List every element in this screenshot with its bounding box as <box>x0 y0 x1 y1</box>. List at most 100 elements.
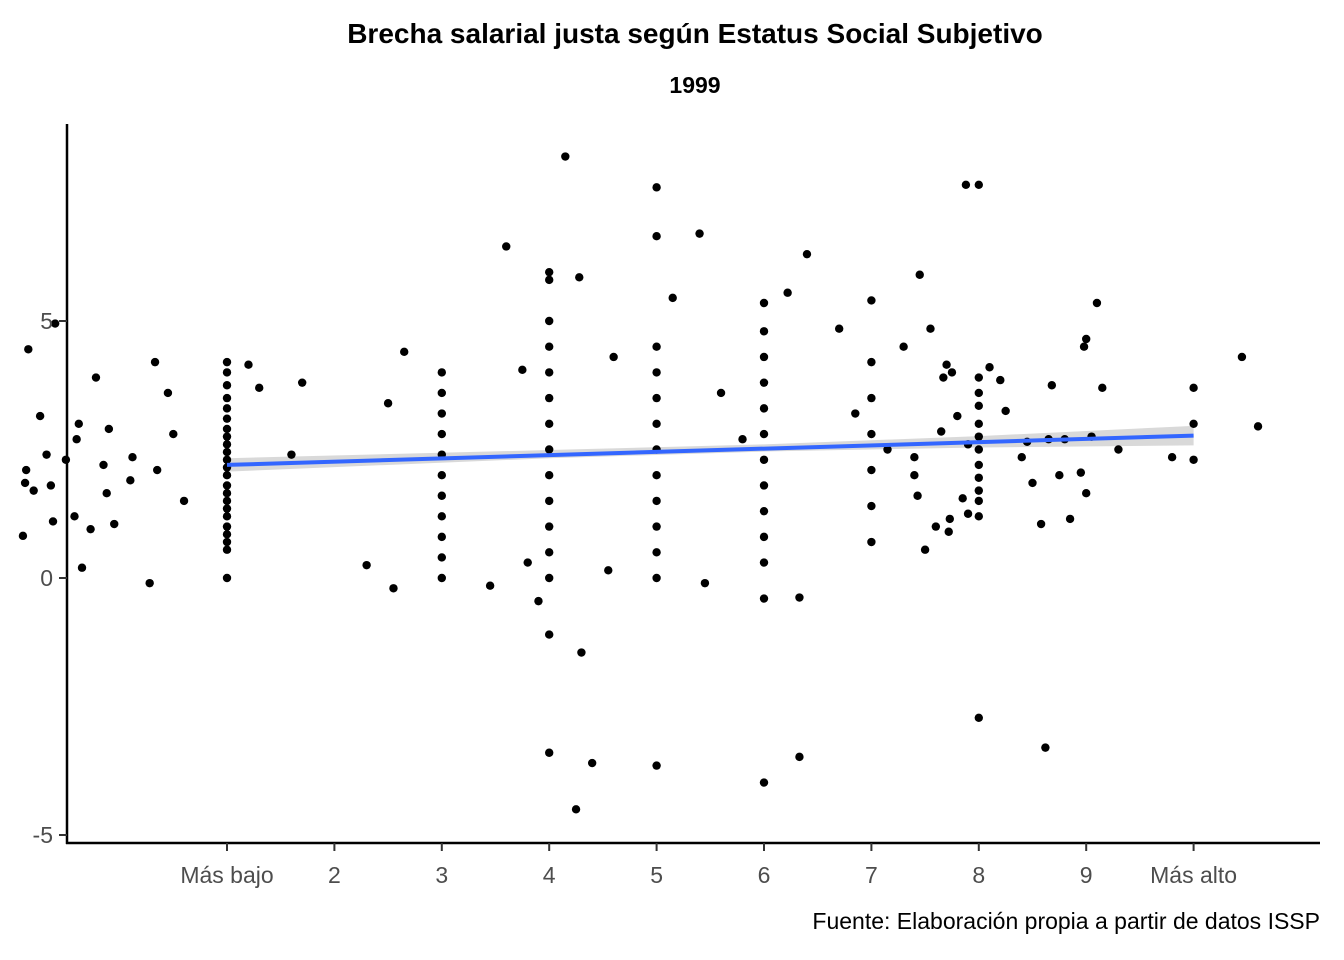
data-point <box>255 383 264 393</box>
data-point <box>963 509 973 518</box>
data-point <box>883 445 892 454</box>
data-point <box>222 496 232 506</box>
data-point <box>222 504 232 513</box>
data-point <box>759 455 769 464</box>
data-point <box>652 496 661 506</box>
data-point <box>609 352 618 362</box>
data-point <box>99 460 108 470</box>
data-point <box>920 545 930 554</box>
data-point <box>974 460 983 470</box>
data-point <box>759 594 769 603</box>
data-point <box>795 752 804 762</box>
data-point <box>222 393 232 403</box>
data-point <box>937 427 946 436</box>
data-point <box>74 419 83 428</box>
data-point <box>867 357 876 367</box>
data-point <box>152 465 162 475</box>
data-point <box>545 471 554 480</box>
data-point <box>35 411 45 421</box>
data-point <box>958 494 967 503</box>
data-point <box>46 481 56 490</box>
data-point <box>942 360 951 369</box>
data-point <box>910 453 919 462</box>
data-point <box>18 531 28 541</box>
data-point <box>961 180 971 189</box>
data-point <box>974 401 983 411</box>
data-point <box>652 419 661 428</box>
points-layer <box>18 152 1263 814</box>
data-point <box>1028 478 1037 488</box>
data-point <box>222 545 232 554</box>
data-point <box>437 388 446 398</box>
data-point <box>1076 468 1086 477</box>
data-point <box>485 581 495 590</box>
data-point <box>222 357 232 367</box>
data-point <box>867 537 876 547</box>
data-point <box>545 630 554 639</box>
data-point <box>1092 298 1102 308</box>
x-tick-label: 3 <box>435 862 448 888</box>
data-point <box>545 316 554 326</box>
x-tick-label: 6 <box>758 862 771 888</box>
data-point <box>1114 445 1123 454</box>
data-point <box>1041 743 1050 752</box>
trend-line <box>226 433 1194 467</box>
data-point <box>545 496 554 506</box>
data-point <box>222 573 232 583</box>
data-point <box>974 419 983 428</box>
data-point <box>1098 383 1107 393</box>
data-point <box>362 560 371 570</box>
trend-line-layer <box>226 433 1194 467</box>
data-point <box>1017 453 1026 462</box>
data-point <box>759 429 769 439</box>
data-point <box>222 455 232 464</box>
data-point <box>1082 334 1091 344</box>
data-point <box>545 393 554 403</box>
data-point <box>297 378 307 387</box>
data-point <box>534 596 543 606</box>
data-point <box>50 319 60 328</box>
data-point <box>545 368 554 377</box>
data-point <box>577 648 586 657</box>
data-point <box>561 152 570 161</box>
data-point <box>695 229 704 238</box>
data-point <box>86 524 95 534</box>
data-point <box>1237 352 1247 362</box>
data-point <box>145 578 154 588</box>
data-point <box>179 496 189 506</box>
data-point <box>222 404 232 413</box>
data-point <box>169 429 178 439</box>
data-point <box>867 501 876 511</box>
x-tick-label: 8 <box>972 862 985 888</box>
data-point <box>652 548 661 557</box>
data-point <box>738 435 747 444</box>
data-point <box>834 324 844 333</box>
data-point <box>974 180 983 189</box>
data-point <box>222 537 232 547</box>
data-point <box>1189 383 1198 393</box>
data-point <box>915 270 924 279</box>
data-point <box>1055 471 1064 480</box>
data-point <box>389 584 398 593</box>
data-point <box>913 491 922 500</box>
data-point <box>222 368 232 377</box>
data-point <box>652 761 661 770</box>
data-point <box>72 435 81 444</box>
data-point <box>974 373 983 382</box>
data-point <box>759 506 769 516</box>
data-point <box>222 488 232 498</box>
data-point <box>48 517 58 526</box>
data-point <box>400 347 409 357</box>
data-point <box>716 388 726 398</box>
data-point <box>437 532 446 542</box>
data-point <box>652 231 661 241</box>
data-point <box>587 758 597 768</box>
data-point <box>523 558 532 567</box>
data-point <box>759 298 769 308</box>
data-point <box>1047 381 1057 390</box>
data-point <box>545 522 554 531</box>
data-point <box>985 363 994 372</box>
data-point <box>945 514 955 524</box>
data-point <box>604 566 613 575</box>
data-point <box>899 342 908 351</box>
